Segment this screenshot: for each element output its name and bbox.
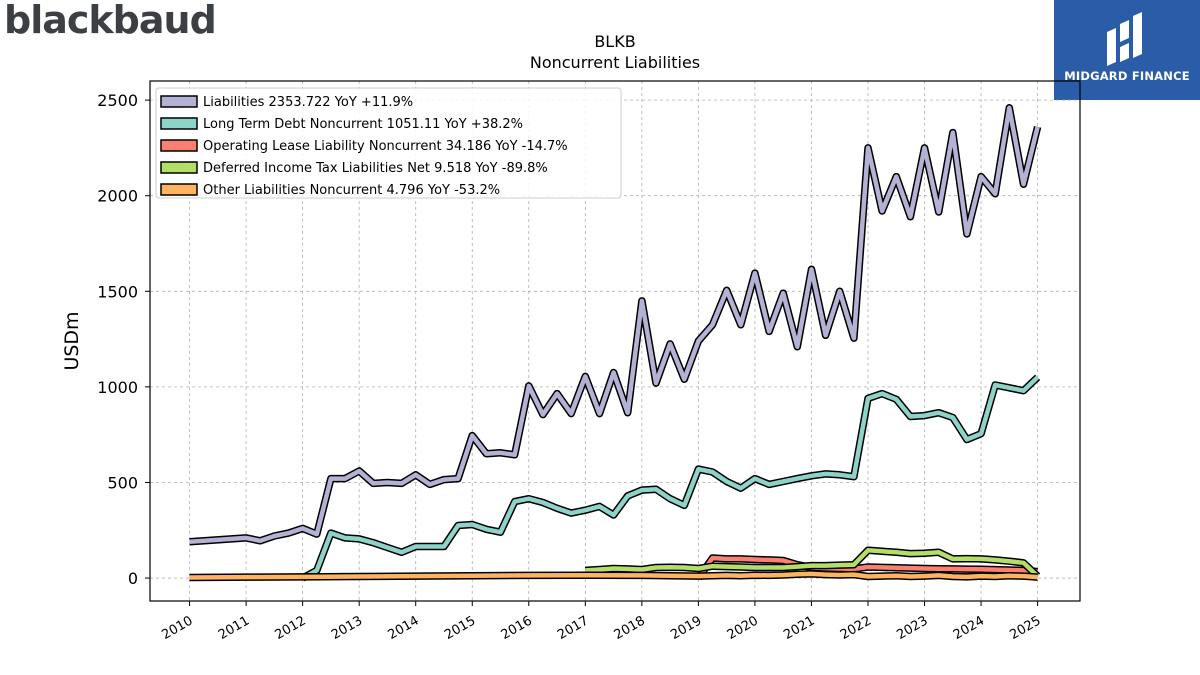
midgard-finance-badge: MIDGARD FINANCE [1054,0,1200,100]
x-tick-label: 2023 [894,613,930,643]
y-tick-label: 1000 [97,378,138,397]
y-tick-label: 1500 [97,282,138,301]
series-3 [585,546,1041,579]
y-tick-label: 2500 [97,91,138,110]
series-0 [189,104,1042,546]
x-tick-label: 2018 [612,613,648,643]
legend-swatch [160,183,198,196]
y-tick-label: 2000 [97,187,138,206]
series-line [189,571,1038,580]
midgard-logo-icon [1107,12,1142,66]
badge-label: MIDGARD FINANCE [1064,69,1190,83]
legend-label: Long Term Debt Noncurrent 1051.11 YoY +3… [203,117,523,132]
legend-label: Liabilities 2353.722 YoY +11.9% [203,95,413,110]
series-line [696,555,1038,580]
x-tick-label: 2013 [329,613,365,643]
series-line [301,375,1040,581]
x-tick-label: 2019 [668,613,704,643]
x-tick-label: 2025 [1007,613,1043,643]
x-tick-label: 2016 [499,613,535,643]
x-tick-label: 2021 [781,613,817,643]
legend-swatch [160,161,198,174]
series-line [189,105,1040,544]
series-4 [189,570,1038,582]
x-tick-label: 2022 [838,613,874,643]
x-tick-label: 2017 [555,613,591,643]
plot-frame [149,80,1081,602]
chart-subtitle: Noncurrent Liabilities [530,53,700,72]
series-2 [695,554,1038,581]
legend: Liabilities 2353.722 YoY +11.9% Long Term… [155,87,622,199]
chart-title: BLKB [594,32,635,51]
x-tick-label: 2020 [725,613,761,643]
legend-label: Operating Lease Liability Noncurrent 34.… [203,139,568,154]
legend-label: Deferred Income Tax Liabilities Net 9.51… [203,161,548,176]
blackbaud-logo: blackbaud [4,0,217,42]
legend-swatch [160,117,198,130]
x-tick-label: 2012 [272,613,308,643]
y-tick-label: 0 [128,569,138,588]
y-tick-label: 500 [107,473,138,492]
legend-label: Other Liabilities Noncurrent 4.796 YoY -… [203,183,500,198]
legend-box [155,87,622,199]
x-tick-label: 2015 [442,613,478,643]
y-axis-label: USDm [61,311,83,370]
legend-swatch [160,95,198,108]
x-tick-label: 2014 [386,613,422,643]
series-layer [189,104,1042,582]
y-axis-ticks: 0 500 1000 1500 2000 2500 [97,91,150,588]
x-tick-label: 2010 [159,613,195,643]
legend-swatch [160,139,198,152]
x-tick-label: 2011 [216,613,252,643]
x-axis-ticks: 2010 2011 2012 2013 2014 2015 2016 2017 2018 2019… [159,601,1044,643]
series-1 [300,374,1041,582]
series-line [585,548,1040,578]
x-tick-label: 2024 [951,613,987,643]
